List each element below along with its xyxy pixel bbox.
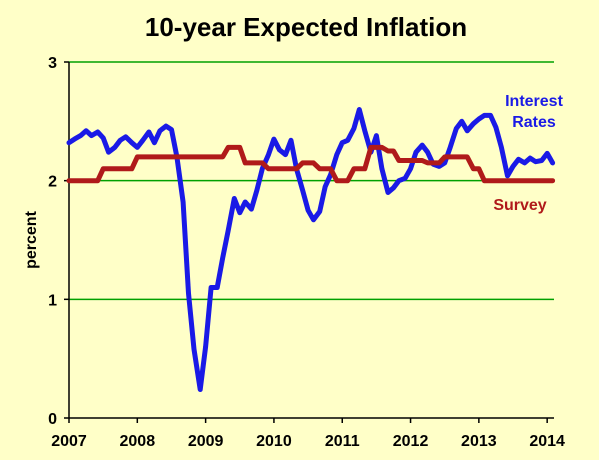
series-group [66, 107, 556, 392]
x-tick-label: 2010 [256, 433, 292, 450]
x-tick-label: 2008 [120, 433, 156, 450]
x-tick-label: 2009 [188, 433, 224, 450]
chart-title: 10-year Expected Inflation [145, 12, 467, 42]
series-line-survey [66, 144, 556, 184]
axes [68, 62, 554, 419]
x-tick-label: 2007 [51, 433, 87, 450]
series-labels: Interest Rates Survey [493, 93, 563, 214]
x-tick-label: 2012 [393, 433, 429, 450]
y-tick-label: 0 [48, 411, 57, 428]
y-tick-labels: 0 1 2 3 [48, 55, 69, 428]
y-tick-label: 1 [48, 292, 57, 309]
x-tick-label: 2014 [529, 433, 565, 450]
series-label-line: Survey [493, 197, 546, 214]
x-tick-label: 2011 [325, 433, 360, 450]
y-tick-label: 3 [48, 55, 57, 72]
y-axis-label: percent [23, 210, 40, 268]
series-line-interest-rates [66, 107, 556, 392]
series-label-survey: Survey [493, 197, 546, 214]
y-tick-label: 2 [48, 174, 57, 191]
series-label-line: Interest [505, 93, 563, 110]
series-label-line: Rates [512, 114, 556, 131]
x-tick-label: 2013 [461, 433, 497, 450]
series-label-interest-rates: Interest Rates [505, 93, 563, 131]
grid [69, 61, 554, 301]
x-tick-labels: 2007 2008 2009 2010 2011 2012 2013 2014 [51, 418, 565, 450]
